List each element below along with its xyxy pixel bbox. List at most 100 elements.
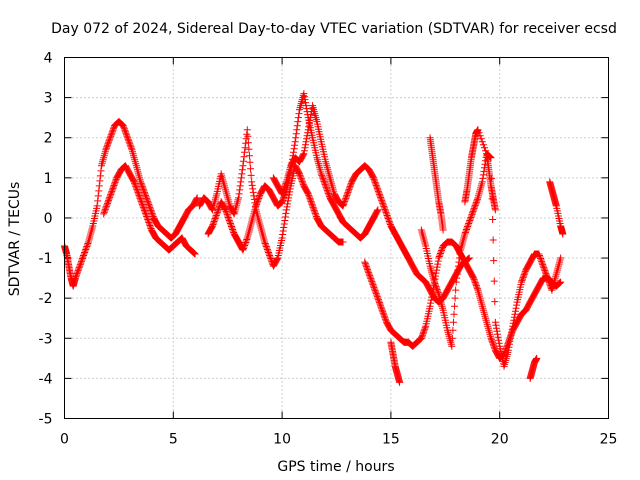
data-point (278, 190, 286, 198)
data-point (435, 254, 443, 262)
data-point (555, 280, 563, 288)
data-point (142, 209, 150, 217)
data-point (435, 253, 443, 261)
chart-title: Day 072 of 2024, Sidereal Day-to-day VTE… (51, 21, 617, 37)
data-point (78, 255, 86, 263)
data-point (508, 328, 516, 336)
data-point (539, 262, 547, 270)
data-point (432, 281, 440, 289)
data-point (311, 209, 319, 217)
data-point (235, 194, 243, 202)
data-point (249, 185, 257, 193)
data-point (420, 328, 428, 336)
data-point (377, 195, 385, 203)
data-point (380, 204, 388, 212)
data-point (385, 217, 393, 225)
data-point (309, 203, 317, 211)
data-point (105, 138, 113, 146)
data-point (261, 240, 269, 248)
data-point (245, 145, 253, 153)
data-point (212, 211, 220, 219)
data-point (238, 170, 246, 178)
data-point (102, 144, 110, 152)
data-point (142, 211, 150, 219)
data-point (228, 224, 236, 232)
data-point (297, 174, 305, 182)
data-point (279, 230, 287, 238)
data-point (281, 216, 289, 224)
data-point (536, 253, 544, 261)
data-point (436, 250, 444, 258)
data-point (309, 202, 317, 210)
data-point (294, 118, 302, 126)
data-point (375, 299, 383, 307)
data-point (544, 276, 552, 284)
data-point (225, 215, 233, 223)
data-point (432, 269, 440, 277)
data-point (434, 257, 442, 265)
data-point (341, 197, 349, 205)
data-point (381, 207, 389, 215)
data-point (71, 274, 79, 282)
data-point (540, 264, 548, 272)
data-point (300, 150, 308, 158)
data-point (131, 181, 139, 189)
data-point (537, 256, 545, 264)
data-point (556, 279, 564, 287)
data-point (323, 185, 331, 193)
data-point (226, 219, 234, 227)
data-point (379, 201, 387, 209)
data-point (140, 205, 148, 213)
data-point (279, 188, 287, 196)
data-point (489, 339, 497, 347)
data-point (255, 194, 263, 202)
data-point (537, 255, 544, 263)
data-point (473, 195, 481, 203)
data-point (261, 238, 269, 246)
data-point (296, 171, 304, 179)
data-point (306, 117, 314, 125)
data-point (97, 167, 105, 175)
data-point (241, 242, 249, 250)
series-track-g (387, 150, 565, 386)
data-point (308, 200, 316, 208)
data-point (386, 219, 394, 227)
data-point (239, 246, 247, 254)
data-point (105, 196, 113, 204)
data-point (518, 277, 526, 285)
data-point (111, 180, 119, 188)
data-point (474, 126, 482, 134)
data-point (432, 283, 440, 291)
data-point (132, 184, 140, 192)
data-point (280, 184, 288, 192)
data-point (94, 197, 102, 205)
data-point (96, 177, 104, 185)
data-point (236, 182, 244, 190)
data-point (148, 209, 156, 217)
data-point (374, 296, 382, 304)
data-point (293, 126, 301, 134)
data-point (254, 197, 262, 205)
data-point (303, 135, 311, 143)
data-point (254, 196, 262, 204)
data-point (144, 197, 152, 205)
data-point (95, 182, 103, 190)
data-point (214, 205, 222, 213)
data-point (377, 193, 385, 201)
data-point (509, 319, 517, 327)
series-track-h (426, 126, 567, 382)
data-point (102, 204, 110, 212)
data-point (212, 213, 220, 221)
data-point (284, 200, 292, 208)
data-point (512, 304, 520, 312)
y-tick-label: -1 (39, 251, 53, 267)
data-point (139, 202, 147, 210)
data-point (385, 216, 393, 224)
data-point (94, 192, 102, 200)
data-point (106, 135, 114, 143)
data-point (124, 135, 132, 143)
data-point (520, 271, 528, 279)
data-point (84, 240, 92, 248)
data-point (461, 228, 469, 236)
data-point (245, 152, 253, 160)
